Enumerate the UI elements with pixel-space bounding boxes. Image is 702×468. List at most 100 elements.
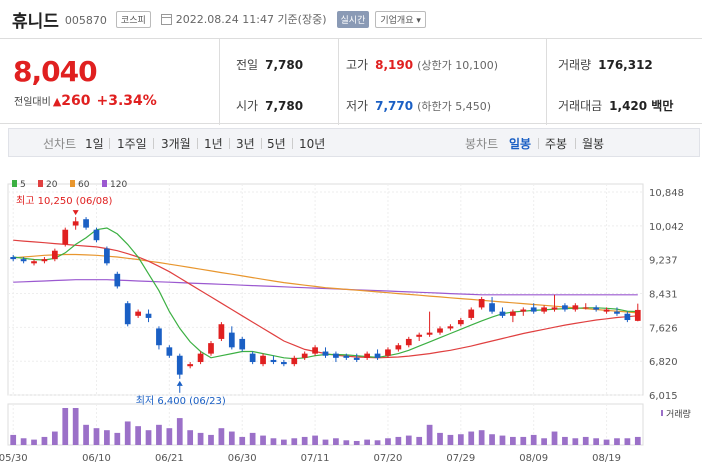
period-1d[interactable]: 1일 [85, 137, 104, 151]
legend-label: 5 [20, 180, 26, 190]
candle-body [260, 355, 266, 365]
period-5y[interactable]: 5년 [267, 137, 286, 151]
volume-bar [280, 439, 287, 445]
candle-body [457, 320, 464, 325]
open-value: 7,780 [265, 99, 304, 113]
x-tick-label: 07/20 [374, 453, 403, 464]
volume-bar [31, 439, 37, 445]
legend-label: 60 [78, 180, 90, 190]
candle-body [41, 259, 48, 262]
volume-bar [614, 438, 620, 445]
volume-bar [437, 432, 443, 445]
upper-limit: (상한가 10,100) [417, 59, 498, 72]
current-price: 8,040 [13, 55, 98, 88]
candle-body [364, 353, 371, 358]
volume-bar [530, 434, 537, 445]
candle-body [322, 351, 329, 356]
period-1w[interactable]: 1주일 [117, 137, 147, 151]
x-tick-label: 07/29 [446, 453, 475, 464]
candle-body [614, 311, 620, 314]
candle-weekly[interactable]: 주봉 [545, 137, 568, 151]
volume-bar [10, 434, 17, 445]
candle-body [239, 338, 246, 350]
candle-body [489, 303, 495, 312]
x-tick-label: 08/19 [592, 453, 621, 464]
calendar-icon [160, 13, 172, 25]
company-overview-button[interactable]: 기업개요 ▾ [375, 10, 426, 28]
prev-close-label: 전일 [236, 58, 259, 72]
high-value: 8,190 [375, 58, 414, 72]
volume-value: 176,312 [598, 58, 653, 72]
volume-bar [114, 432, 121, 445]
period-1y[interactable]: 1년 [204, 137, 223, 151]
divider [197, 138, 198, 149]
divider [575, 138, 576, 149]
x-tick-label: 06/21 [155, 453, 184, 464]
candle-daily[interactable]: 일봉 [509, 137, 532, 151]
volume-bar [51, 431, 58, 445]
candle-body [20, 259, 27, 262]
candle-body [353, 357, 360, 360]
x-tick-label: 08/09 [519, 453, 548, 464]
candle-body [343, 355, 350, 358]
volume-bar [572, 438, 579, 445]
volume-bar [93, 428, 100, 445]
candle-body [145, 313, 152, 318]
volume-bar [145, 430, 152, 445]
volume-bar [83, 424, 89, 445]
x-tick-label: 05/30 [0, 453, 28, 464]
volume-bar [104, 430, 110, 445]
candle-body [197, 353, 204, 363]
price-change: 전일대비 ▲260 +3.34% [14, 93, 157, 109]
candle-body [270, 359, 277, 363]
volume-bar [405, 435, 412, 445]
y-tick-label: 7,626 [649, 323, 678, 334]
volume-bar [353, 440, 360, 445]
volume-stat: 거래량 176,312 [558, 56, 653, 73]
volume-bar [457, 434, 464, 445]
candle-body [280, 362, 287, 365]
volume-bar [562, 436, 568, 445]
volume-bar [520, 436, 527, 445]
x-tick-label: 06/10 [82, 453, 111, 464]
volume-bar [582, 436, 589, 445]
candle-monthly[interactable]: 월봉 [582, 137, 605, 151]
volume-bar [208, 434, 214, 445]
volume-bar [593, 438, 600, 445]
candle-body [135, 311, 141, 316]
high-annotation: 최고 10,250 (06/08) [16, 195, 112, 207]
candle-body [447, 326, 454, 329]
low-arrow-icon [176, 380, 183, 386]
divider [261, 138, 262, 149]
volume-plot-frame [7, 403, 644, 446]
volume-bar [551, 431, 558, 445]
candle-body [124, 303, 131, 325]
divider [229, 138, 230, 149]
candle-body [62, 229, 69, 245]
candle-body [166, 347, 173, 356]
amount-stat: 거래대금 1,420 백만 [558, 97, 673, 114]
chevron-down-icon: ▾ [416, 15, 421, 26]
high-arrow-icon [72, 210, 79, 216]
market-badge: 코스피 [115, 10, 151, 28]
divider [153, 138, 154, 149]
candle-body [333, 353, 339, 358]
prev-close-value: 7,780 [265, 58, 304, 72]
period-3y[interactable]: 3년 [236, 137, 255, 151]
volume-bar [489, 434, 495, 445]
candle-body [530, 307, 537, 312]
realtime-button[interactable]: 실시간 [336, 10, 370, 28]
period-3m[interactable]: 3개월 [161, 137, 191, 151]
volume-bar [72, 408, 79, 445]
candle-body [468, 309, 475, 318]
line-chart-label: 선차트 [43, 137, 77, 151]
legend-swatch [70, 180, 75, 187]
candle-body [104, 248, 110, 264]
stock-name: 휴니드 [12, 11, 59, 32]
volume-bar [228, 431, 235, 445]
amount-value: 1,420 백만 [609, 99, 674, 113]
candle-body [176, 355, 183, 375]
divider [109, 138, 110, 149]
stock-header: 휴니드 005870 코스피 2022.08.24 11:47 기준(장중) 실… [0, 0, 702, 38]
period-10y[interactable]: 10년 [299, 137, 326, 151]
